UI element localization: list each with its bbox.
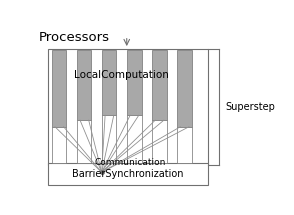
Bar	[77, 120, 91, 163]
Bar	[51, 50, 66, 127]
Bar	[127, 115, 142, 163]
Bar	[152, 50, 167, 120]
Bar	[127, 50, 142, 115]
Bar	[48, 49, 208, 165]
Text: BarrierSynchronization: BarrierSynchronization	[72, 169, 184, 179]
Bar	[152, 120, 167, 163]
Text: LocalComputation: LocalComputation	[74, 71, 168, 80]
Bar	[177, 127, 192, 163]
Text: Superstep: Superstep	[226, 102, 276, 112]
Bar	[48, 163, 208, 185]
Text: Communication: Communication	[94, 158, 166, 167]
Bar	[77, 50, 91, 120]
Bar	[102, 50, 116, 115]
Bar	[51, 127, 66, 163]
Bar	[177, 50, 192, 127]
Text: Processors: Processors	[39, 31, 110, 44]
Bar	[102, 115, 116, 163]
